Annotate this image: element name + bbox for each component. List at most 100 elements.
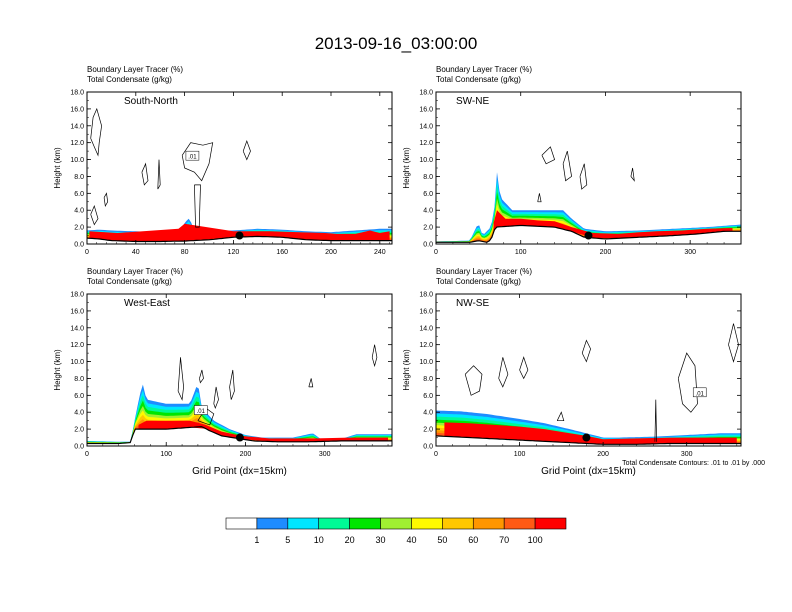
y-tick-label: 0.0 [423,242,433,249]
colorbar-swatch [442,517,474,530]
x-tick-label: 120 [228,249,240,256]
colorbar-swatch [411,517,443,530]
y-tick-label: 10.0 [419,359,433,366]
y-tick-label: 16.0 [70,308,84,315]
condensate-contour [308,378,314,388]
page-title: 2013-09-16_03:00:00 [315,34,478,53]
y-tick-label: 12.0 [419,342,433,349]
y-tick-label: 2.0 [74,427,84,434]
panel-header: Boundary Layer Tracer (%) [436,65,532,74]
colorbar-swatch [472,517,505,530]
location-marker [235,433,244,442]
x-tick-label: 0 [434,249,438,256]
colorbar-swatch [318,517,350,530]
condensate-contour [464,365,483,396]
x-axis-label: Grid Point (dx=15km) [541,466,636,477]
panel-sw-ne: 0.0 2.0 4.0 6.0 8.0 10.0 12.0 14.0 16.0 18.0 0 100 2… [402,65,742,256]
colorbar-label: 40 [406,535,416,545]
y-tick-label: 2.0 [423,427,433,434]
colorbar-label: 20 [345,535,355,545]
panel-label: South-North [124,96,178,107]
x-tick-label: 0 [434,451,438,458]
colorbar-label: 30 [376,535,386,545]
panel-header: Boundary Layer Tracer (%) [87,267,183,276]
colorbar-label: 60 [468,535,478,545]
x-tick-label: 200 [325,249,337,256]
colorbar-swatch [349,517,381,530]
colorbar-label: 100 [528,535,543,545]
y-axis-label: Height (km) [53,349,62,391]
y-axis-label: Height (km) [402,147,411,189]
x-tick-label: 160 [276,249,288,256]
contour-label: .01 [185,150,200,161]
colorbar-swatch [225,517,258,530]
condensate-contour [371,344,378,368]
location-marker [235,231,244,240]
y-axis-label: Height (km) [402,349,411,391]
colorbar-label: 1 [254,535,259,545]
condensate-contour [90,107,102,157]
y-tick-label: 12.0 [70,140,84,147]
condensate-contour [181,142,214,182]
svg-text:.01: .01 [188,155,197,161]
condensate-contour [630,167,635,182]
y-tick-label: 10.0 [70,359,84,366]
panel-label: NW-SE [456,298,489,309]
plot-area: .01 [87,344,392,445]
y-tick-label: 18.0 [70,292,84,299]
condensate-contour [654,399,657,442]
condensate-contour [728,323,739,363]
colorbar-swatch [256,517,289,530]
y-tick-label: 8.0 [423,376,433,383]
y-tick-label: 18.0 [419,90,433,97]
y-tick-label: 2.0 [423,225,433,232]
condensate-contour [562,150,572,182]
y-tick-label: 4.0 [423,410,433,417]
contour-note: Total Condensate Contours: .01 to .01 by… [622,460,765,467]
tracer-core [138,420,388,442]
y-tick-label: 14.0 [70,325,84,332]
colorbar-swatch [503,517,536,530]
contour-label: .01 [692,387,707,397]
y-axis-label: Height (km) [53,147,62,189]
x-tick-label: 200 [597,451,609,458]
panel-header: Total Condensate (g/kg) [87,75,172,84]
colorbar-label: 50 [437,535,447,545]
panel-header: Total Condensate (g/kg) [87,277,172,286]
y-tick-label: 6.0 [74,393,84,400]
plot-area: .01 [87,107,392,243]
x-tick-label: 100 [160,451,172,458]
x-tick-label: 300 [319,451,331,458]
plot-frame [86,91,393,245]
y-tick-label: 4.0 [74,208,84,215]
y-tick-label: 12.0 [419,140,433,147]
condensate-contour [157,159,161,190]
y-tick-label: 6.0 [423,393,433,400]
x-axis-label: Grid Point (dx=15km) [192,466,287,477]
panel-header: Boundary Layer Tracer (%) [436,267,532,276]
y-tick-label: 4.0 [74,410,84,417]
y-tick-label: 0.0 [74,242,84,249]
condensate-contour [177,357,184,401]
y-tick-label: 10.0 [419,157,433,164]
y-tick-label: 0.0 [74,444,84,451]
condensate-contour [519,356,529,380]
x-tick-label: 0 [85,249,89,256]
terrain-line [436,435,741,445]
svg-text:.01: .01 [197,409,206,415]
condensate-contour [103,192,109,208]
panel-label: West-East [124,298,170,309]
svg-text:.01: .01 [696,391,705,397]
condensate-contour [556,411,565,422]
y-tick-label: 8.0 [74,174,84,181]
panel-header: Boundary Layer Tracer (%) [87,65,183,74]
colorbar: 1 5 10 20 30 40 50 60 70 100 [225,517,567,545]
y-tick-label: 6.0 [74,191,84,198]
y-tick-label: 16.0 [70,106,84,113]
x-tick-label: 100 [515,249,527,256]
plot-frame [435,91,742,245]
x-tick-label: 200 [600,249,612,256]
panel-nw-se: .01 0.0 2.0 4.0 6.0 8.0 10.0 12.0 14.0 16.0 18.0 0 1… [402,267,742,477]
condensate-contour [213,386,219,410]
